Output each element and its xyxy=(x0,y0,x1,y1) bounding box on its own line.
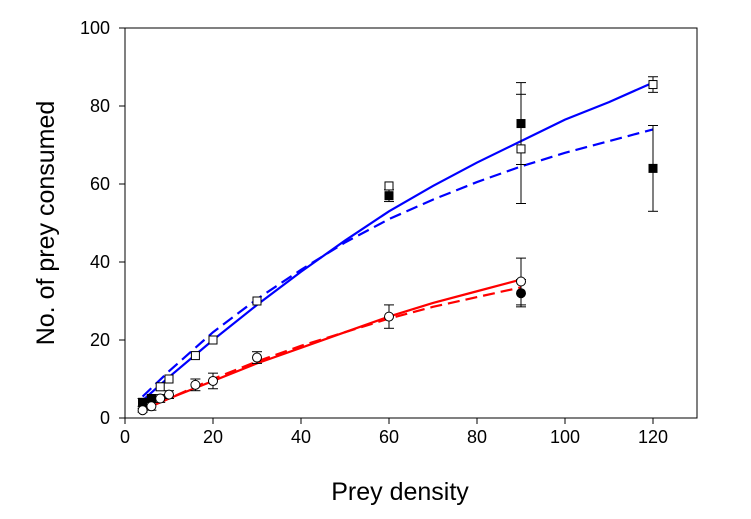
open-circle-point xyxy=(190,379,201,390)
filled-square-point xyxy=(648,163,658,173)
open-circle-point xyxy=(164,389,174,400)
open-square-point xyxy=(208,335,218,345)
open-square-point xyxy=(516,144,526,154)
filled-circle-point xyxy=(516,288,526,299)
open-circle-point xyxy=(208,375,218,386)
y-axis-ticks: 0 20 40 60 80 100 xyxy=(80,18,125,428)
open-square-point xyxy=(648,80,658,90)
open-circle-point xyxy=(155,393,166,404)
open-circle-point xyxy=(146,401,157,412)
y-axis-title: No. of prey consumed xyxy=(32,101,60,346)
blue-dashed-fit-line xyxy=(141,128,654,398)
x-axis-ticks: 0 20 40 60 80 100 120 xyxy=(120,418,668,447)
error-bars xyxy=(137,76,658,413)
red-solid-fit-line xyxy=(142,278,522,412)
open-square-point xyxy=(155,382,165,392)
x-tick-label: 80 xyxy=(467,427,487,447)
open-circle-point xyxy=(137,405,148,416)
y-tick-label: 60 xyxy=(90,174,110,194)
filled-square-point xyxy=(516,119,526,129)
open-square-point xyxy=(384,181,394,191)
y-tick-label: 0 xyxy=(100,408,110,428)
open-circle-point xyxy=(516,276,526,287)
x-tick-label: 120 xyxy=(638,427,668,447)
x-tick-label: 40 xyxy=(291,427,311,447)
open-square-point xyxy=(252,296,262,306)
data-points xyxy=(137,80,658,416)
blue-solid-fit-line xyxy=(141,81,654,402)
x-axis-title: Prey density xyxy=(331,478,469,506)
x-tick-label: 20 xyxy=(203,427,223,447)
y-tick-label: 40 xyxy=(90,252,110,272)
y-tick-label: 80 xyxy=(90,96,110,116)
filled-square-point xyxy=(138,397,148,407)
y-tick-label: 100 xyxy=(80,18,110,38)
open-circle-point xyxy=(252,352,262,363)
open-square-point xyxy=(164,374,174,384)
plot-frame xyxy=(124,27,698,419)
filled-square-point xyxy=(384,191,394,201)
x-tick-label: 60 xyxy=(379,427,399,447)
y-tick-label: 20 xyxy=(90,330,110,350)
red-dashed-fit-line xyxy=(142,286,522,412)
x-tick-label: 100 xyxy=(550,427,580,447)
open-square-point xyxy=(190,351,200,361)
x-tick-label: 0 xyxy=(120,427,130,447)
fit-curves xyxy=(141,81,654,412)
open-circle-point xyxy=(384,311,394,322)
